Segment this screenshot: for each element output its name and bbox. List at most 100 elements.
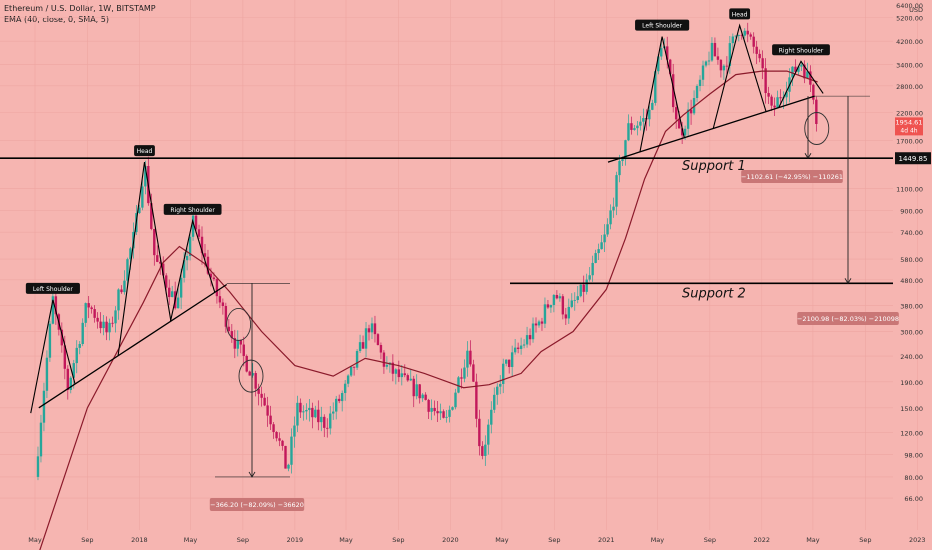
candle-body [281,440,284,446]
candle-body [487,424,490,445]
candle-body [337,398,341,402]
candle-body [722,65,726,71]
candle-body [99,321,102,329]
measurement-label-bg [209,498,305,511]
candle-body [615,175,618,207]
candle-body [361,342,365,349]
candle-body [108,322,111,333]
candle-body [627,123,630,141]
candle-body [499,383,502,387]
x-tick-label: May [28,536,42,544]
candle-body [504,359,508,364]
right-shoulder-label: Right Shoulder [779,47,824,54]
candle-body [120,289,123,293]
price-axis: USD 66.00 80.00 98.00 120.00 150.00 190.00 240.… [896,2,923,503]
time-axis: May Sep 2018 May Sep 2019 May Sep 2020 May Sep 2021… [28,536,925,544]
candle-body [165,275,168,288]
y-tick-label: 380.00 [900,303,923,311]
candle-body [397,369,401,378]
candle-body [472,364,475,382]
candle-body [454,392,457,408]
candle-body [254,373,257,389]
candle-body [156,255,159,262]
candle-body [534,323,538,326]
candle-body [516,347,520,349]
candle-body [105,321,108,333]
candle-body [761,58,764,69]
candle-body [412,378,415,397]
candle-body [370,323,374,333]
candle-body [606,224,609,235]
candle-body [436,411,439,414]
x-tick-label: Sep [81,536,93,544]
right-shoulder-outline [169,218,216,322]
measurement-arrowhead [804,153,812,160]
y-tick-label: 4200.00 [896,38,923,46]
candle-body [391,362,395,374]
current-price-countdown: 4d 4h [900,127,917,134]
candle-body [442,411,445,418]
candle-body [546,304,550,308]
candle-body [251,373,254,376]
candle-body [275,432,278,439]
y-tick-label: 3400.00 [896,61,923,69]
y-tick-label: 80.00 [904,474,923,482]
measurement-label: −366.20 (−82.09%) −36620 [210,501,304,509]
candle-body [418,384,421,399]
candle-body [84,303,87,323]
candle-body [600,242,603,250]
candle-body [674,107,678,120]
candle-body [284,445,287,469]
measurement-label: −1102.61 (−42.95%) −110261 [741,173,843,181]
candle-body [809,71,812,85]
candle-body [343,383,347,394]
candle-body [376,334,380,346]
right-shoulder-label: Right Shoulder [170,207,215,214]
candle-body [182,260,186,278]
candle-body [582,284,585,292]
candle-body [728,43,732,66]
candle-body [537,321,541,326]
candle-body [358,342,362,352]
candle-body [695,85,699,98]
candle-body [531,323,535,340]
candle-body [576,296,579,300]
candle-body [382,352,386,367]
candle-body [272,424,275,433]
candle-body [385,364,389,367]
neckline [607,95,815,163]
candle-body [230,331,234,339]
candle-body [415,384,418,397]
candle-body [260,393,263,398]
candle-body [239,339,242,345]
left-shoulder-label: Left Shoulder [33,286,73,293]
candle-body [710,42,714,61]
candle-body [624,140,627,160]
candle-body [340,393,344,402]
candle-body [346,375,350,384]
candle-body [66,368,70,390]
candle-body [296,402,299,426]
x-tick-label: Sep [704,536,716,544]
right-shoulder-label-bg [163,203,222,215]
candle-body [373,323,377,335]
candle-body [144,165,147,187]
x-tick-label: 2022 [754,536,771,544]
candle-body [463,367,466,379]
candle-body [502,363,505,384]
candle-body [117,289,120,311]
candle-body [510,352,514,367]
candle-body [683,128,687,136]
candle-body [767,93,770,97]
candle-body [657,56,660,72]
candle-body [803,64,806,79]
candle-body [618,161,621,176]
candle-body [75,347,78,364]
candle-body [609,210,612,225]
head-label: Head [732,11,748,18]
measurement-label-bg [741,170,843,183]
y-tick-label: 66.00 [904,495,923,503]
left-shoulder-label: Left Shoulder [642,23,682,30]
breakdown-circle [226,307,252,341]
